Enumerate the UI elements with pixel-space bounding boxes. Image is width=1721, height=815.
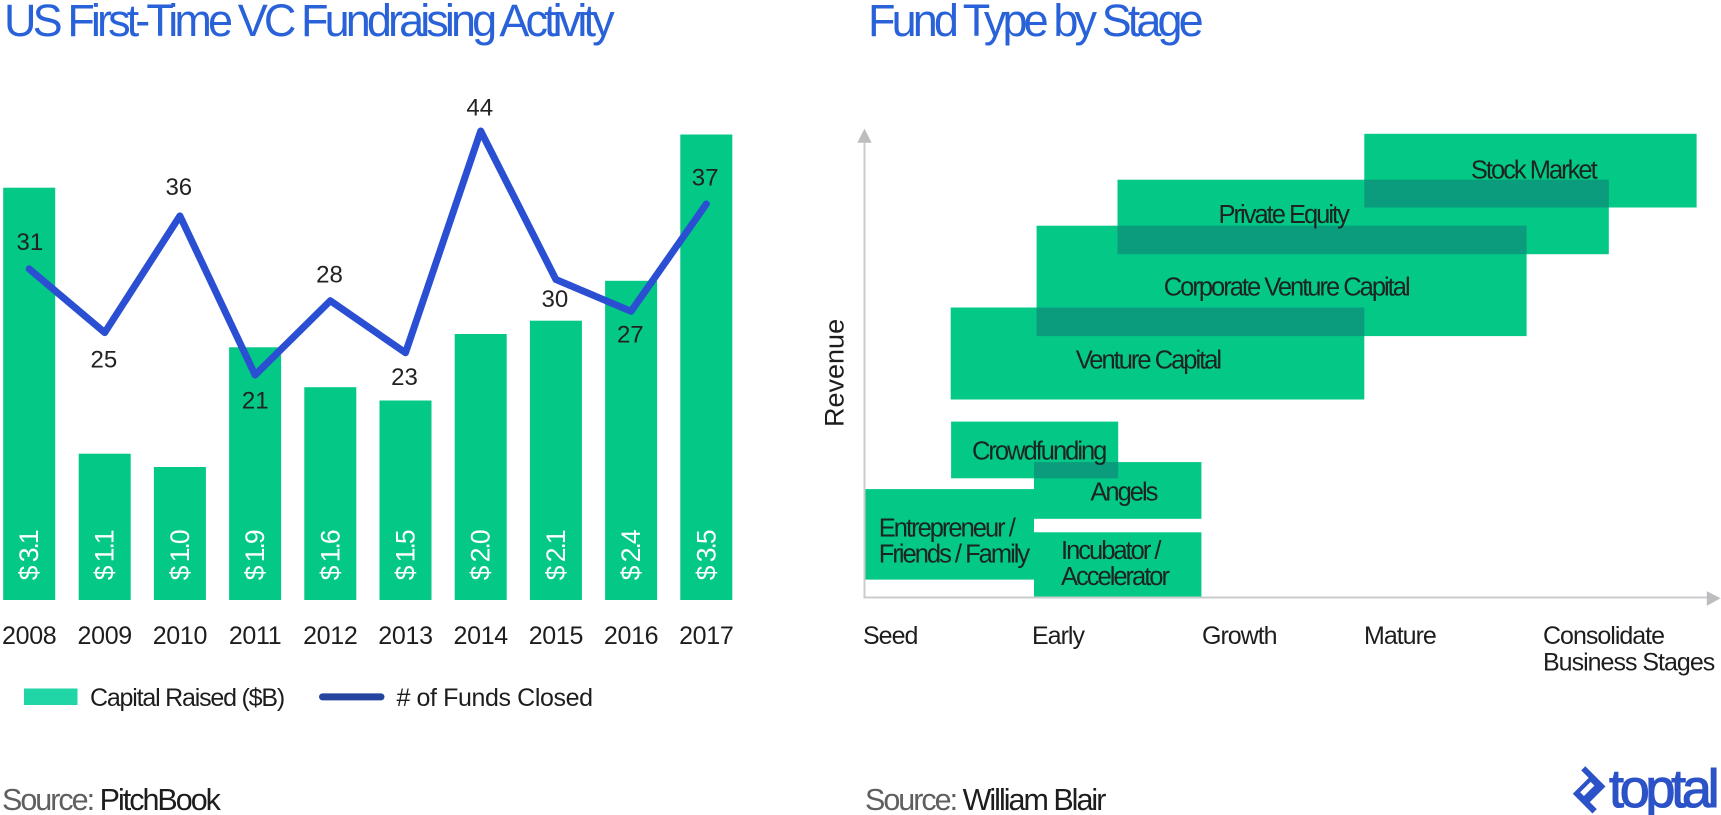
svg-text:Fund Type by Stage: Fund Type by Stage <box>868 0 1203 46</box>
svg-text:$ 2.1: $ 2.1 <box>541 530 571 580</box>
svg-text:36: 36 <box>165 174 192 201</box>
svg-text:Incubator /: Incubator / <box>1061 537 1162 565</box>
svg-text:2017: 2017 <box>679 622 733 650</box>
svg-text:37: 37 <box>692 164 719 191</box>
svg-text:27: 27 <box>617 322 644 349</box>
svg-text:Entrepreneur /: Entrepreneur / <box>879 515 1017 543</box>
svg-text:Crowdfunding: Crowdfunding <box>972 438 1106 466</box>
svg-text:2016: 2016 <box>604 622 658 650</box>
svg-text:$ 2.4: $ 2.4 <box>616 530 646 580</box>
svg-text:$ 1.6: $ 1.6 <box>315 530 345 580</box>
svg-text:Private Equity: Private Equity <box>1219 201 1351 229</box>
svg-text:toptal: toptal <box>1609 759 1717 815</box>
svg-text:$ 2.0: $ 2.0 <box>466 530 496 580</box>
svg-text:Angels: Angels <box>1090 478 1157 506</box>
svg-text:2014: 2014 <box>453 622 508 650</box>
svg-text:Growth: Growth <box>1202 622 1277 650</box>
svg-text:Venture Capital: Venture Capital <box>1076 347 1221 375</box>
svg-text:30: 30 <box>542 286 569 313</box>
svg-text:Revenue: Revenue <box>820 319 850 427</box>
svg-text:$ 1.1: $ 1.1 <box>90 530 120 580</box>
svg-text:2012: 2012 <box>303 622 357 650</box>
svg-text:$ 1.9: $ 1.9 <box>240 530 270 580</box>
svg-text:$ 3.1: $ 3.1 <box>14 530 44 580</box>
svg-text:$ 1.5: $ 1.5 <box>391 530 421 580</box>
svg-text:Friends / Family: Friends / Family <box>879 541 1031 569</box>
svg-text:2010: 2010 <box>153 622 207 650</box>
svg-text:$ 3.5: $ 3.5 <box>691 530 721 580</box>
svg-text:$ 1.0: $ 1.0 <box>165 530 195 580</box>
svg-text:2015: 2015 <box>529 622 583 650</box>
svg-text:2009: 2009 <box>77 622 131 650</box>
svg-text:Business Stages: Business Stages <box>1543 649 1715 677</box>
svg-text:23: 23 <box>391 364 418 391</box>
svg-text:2011: 2011 <box>229 622 282 650</box>
svg-text:2008: 2008 <box>2 622 56 650</box>
svg-text:31: 31 <box>17 229 44 256</box>
svg-text:21: 21 <box>242 388 269 415</box>
svg-text:Corporate Venture Capital: Corporate Venture Capital <box>1164 273 1409 301</box>
svg-text:Early: Early <box>1032 622 1085 650</box>
svg-text:28: 28 <box>316 261 343 288</box>
svg-text:Mature: Mature <box>1364 622 1436 650</box>
svg-text:Stock Market: Stock Market <box>1471 156 1598 184</box>
svg-text:Seed: Seed <box>863 622 917 650</box>
svg-text:2013: 2013 <box>378 622 432 650</box>
svg-text:25: 25 <box>91 346 118 373</box>
svg-text:Source: William Blair: Source: William Blair <box>865 783 1106 815</box>
svg-text:Consolidate: Consolidate <box>1543 622 1664 650</box>
svg-text:US First-Time VC Fundraising A: US First-Time VC Fundraising Activity <box>4 0 615 46</box>
svg-text:44: 44 <box>466 94 493 121</box>
svg-text:Accelerator: Accelerator <box>1061 563 1170 591</box>
svg-text:# of Funds Closed: # of Funds Closed <box>397 684 593 712</box>
svg-text:Capital Raised ($B): Capital Raised ($B) <box>90 684 284 712</box>
svg-text:Source: PitchBook: Source: PitchBook <box>2 783 222 815</box>
